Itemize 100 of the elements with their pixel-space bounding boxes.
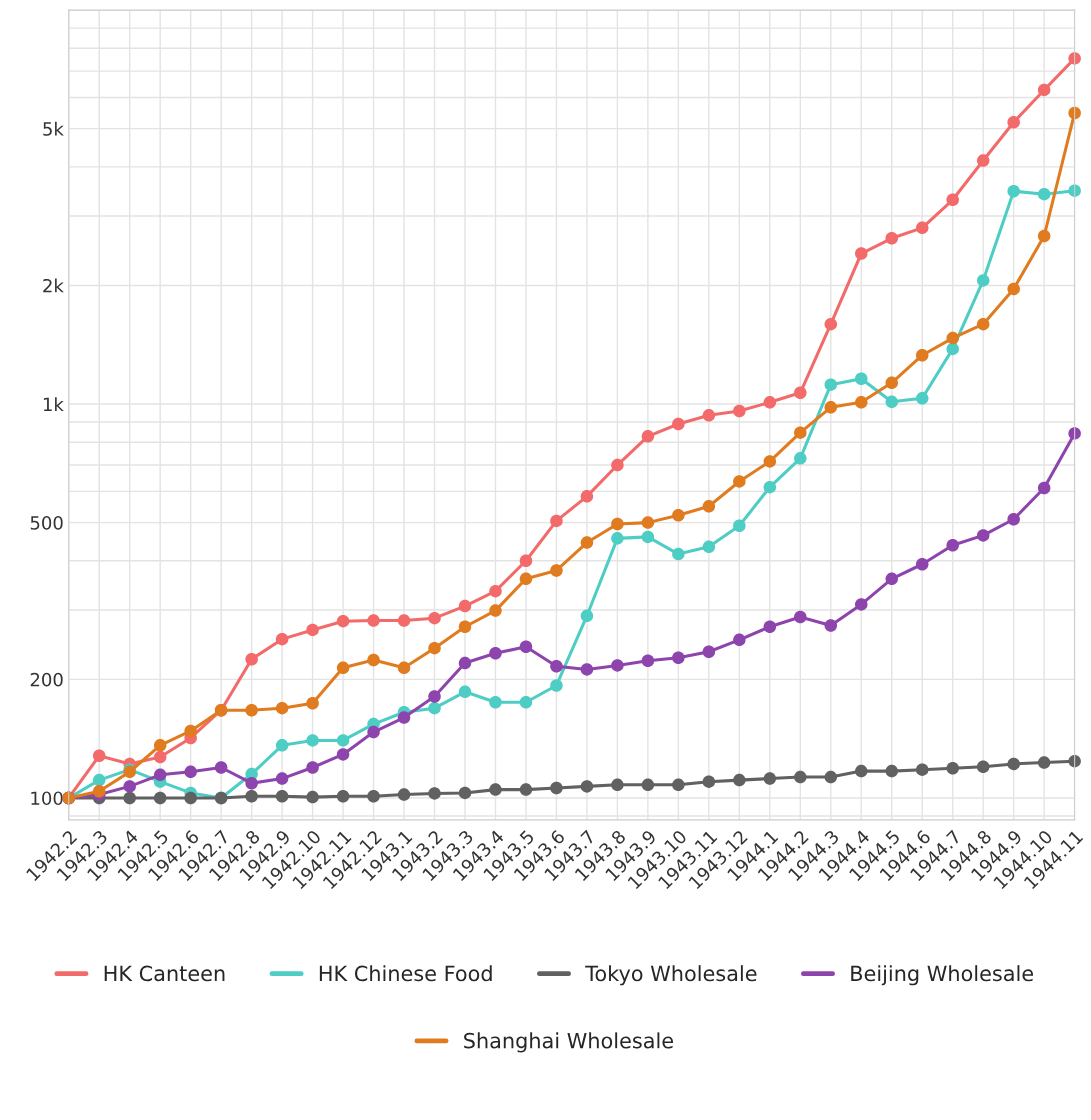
point: [702, 409, 716, 422]
point: [1037, 83, 1051, 97]
point: [641, 778, 655, 792]
point: [855, 247, 868, 260]
point: [1037, 481, 1051, 495]
point: [580, 663, 594, 676]
legend-label: Tokyo Wholesale: [585, 965, 757, 986]
point: [184, 791, 197, 805]
point: [550, 781, 563, 795]
point: [245, 790, 258, 803]
y-tick-label: 200: [30, 672, 63, 687]
point: [672, 651, 685, 664]
legend-label: HK Canteen: [104, 965, 225, 982]
point: [397, 788, 411, 801]
point: [367, 725, 380, 739]
point: [733, 633, 746, 647]
point: [794, 386, 807, 400]
point: [976, 274, 990, 287]
point: [458, 685, 472, 699]
point: [641, 430, 655, 443]
y-tick-label: 5k: [43, 121, 64, 136]
point: [367, 614, 380, 627]
point: [428, 701, 441, 715]
point: [1007, 512, 1020, 526]
point: [336, 734, 350, 747]
point: [672, 778, 685, 792]
point: [611, 659, 624, 672]
point: [153, 739, 167, 752]
point: [946, 342, 959, 356]
point: [184, 765, 197, 779]
point: [733, 519, 746, 532]
y-tick-label: 1k: [43, 397, 64, 411]
point: [519, 695, 533, 709]
point: [1037, 229, 1051, 243]
point: [123, 780, 136, 793]
point: [489, 604, 502, 617]
point: [336, 661, 350, 675]
point: [153, 750, 167, 764]
y-tick-label: 100: [31, 791, 63, 806]
point: [733, 475, 746, 488]
point: [946, 539, 959, 552]
point: [1007, 282, 1020, 296]
point: [306, 790, 319, 804]
point: [214, 761, 228, 774]
point: [1037, 187, 1051, 201]
point: [763, 396, 777, 409]
point: [458, 656, 472, 670]
point: [428, 641, 441, 655]
point: [763, 772, 777, 785]
point: [428, 690, 441, 703]
point: [702, 775, 716, 788]
point: [489, 647, 502, 660]
point: [336, 614, 350, 628]
point: [915, 348, 929, 362]
point: [672, 417, 685, 431]
point: [915, 558, 929, 571]
point: [1007, 757, 1020, 771]
point: [855, 372, 868, 386]
point: [458, 620, 472, 634]
point: [946, 761, 959, 775]
point: [611, 517, 624, 531]
point: [794, 770, 807, 784]
point: [275, 701, 289, 715]
point: [580, 609, 594, 623]
point: [550, 564, 563, 577]
point: [855, 598, 868, 611]
point: [824, 378, 838, 391]
point: [672, 509, 685, 522]
point: [794, 426, 807, 439]
point: [275, 739, 289, 752]
point: [92, 749, 106, 762]
point: [641, 516, 655, 529]
point: [976, 154, 990, 167]
point: [306, 696, 319, 710]
point: [855, 396, 868, 409]
point: [915, 221, 929, 235]
point: [550, 679, 563, 692]
point: [885, 232, 898, 245]
point: [824, 619, 838, 632]
point: [397, 661, 411, 675]
point: [489, 695, 502, 709]
legend-label: Beijing Wholesale: [851, 965, 1034, 986]
point: [336, 790, 350, 803]
y-tick-label: 2k: [43, 278, 64, 293]
legend-label: HK Chinese Food: [319, 965, 492, 982]
point: [245, 652, 258, 666]
point: [306, 734, 319, 747]
point: [306, 623, 319, 637]
point: [794, 610, 807, 624]
point: [611, 532, 624, 545]
legend-label: Shanghai Wholesale: [464, 1032, 673, 1053]
point: [824, 401, 838, 414]
point: [915, 392, 929, 405]
point: [702, 500, 716, 513]
point: [641, 654, 655, 668]
point: [92, 773, 106, 787]
point: [855, 764, 868, 778]
point: [458, 599, 472, 613]
point: [763, 620, 777, 634]
point: [976, 760, 990, 774]
